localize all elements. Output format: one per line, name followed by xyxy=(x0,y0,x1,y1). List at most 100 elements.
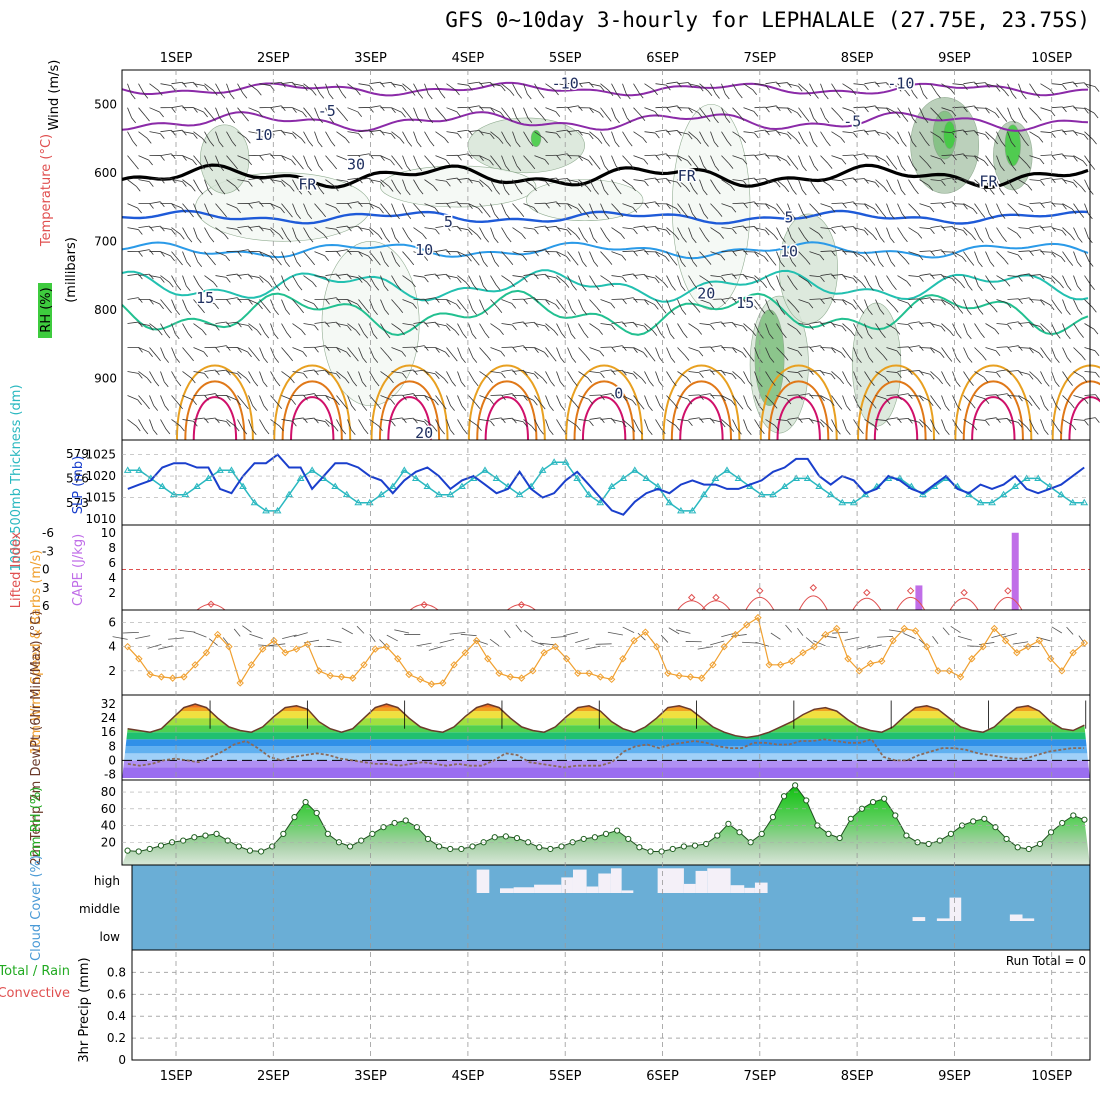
wind-barb xyxy=(1051,106,1063,109)
wind-barb-flag xyxy=(391,420,396,427)
wind-barb-flag xyxy=(681,261,686,268)
wind-barb xyxy=(259,347,265,358)
wind-barb xyxy=(743,83,753,91)
wind-barb xyxy=(787,83,799,87)
wind-barb xyxy=(1040,371,1046,382)
wind-barb-flag xyxy=(655,132,660,139)
wind-barb-flag xyxy=(435,228,440,235)
wind-barb-flag xyxy=(160,277,165,283)
wind-barb-flag xyxy=(235,185,240,192)
wind-barb xyxy=(941,201,953,205)
wind-barb-flag xyxy=(134,163,139,170)
wind-barb-flag xyxy=(288,355,294,362)
thickness-marker xyxy=(665,498,674,506)
wind-barb xyxy=(666,371,673,382)
wind-barb-flag xyxy=(796,112,802,118)
warm-contour xyxy=(962,380,1024,441)
rh-marker xyxy=(269,843,276,850)
wind-barb xyxy=(677,82,689,85)
wind-barb-flag xyxy=(629,163,635,169)
wind-barb-flag xyxy=(182,129,187,136)
wind-barb-flag xyxy=(152,429,158,436)
temp-band xyxy=(122,718,1090,726)
wind-barb-flag xyxy=(760,308,766,314)
wind-barb xyxy=(325,273,337,276)
wind-barb-flag xyxy=(289,186,295,192)
wind-barb-flag xyxy=(244,403,249,410)
wind-barb-flag xyxy=(380,130,385,136)
wind-barb-flag xyxy=(901,213,907,219)
rh-shade xyxy=(467,117,585,174)
wind-barb-flag xyxy=(1018,345,1023,351)
wind-barb xyxy=(391,371,403,374)
wind-barb xyxy=(534,179,546,182)
wind-barb-flag xyxy=(666,84,671,91)
wind-barb xyxy=(127,155,135,165)
wind-barb-flag xyxy=(857,381,862,388)
wind-barb-flag xyxy=(181,207,186,214)
rh-marker xyxy=(780,793,788,800)
wind-barb-flag xyxy=(913,93,918,99)
thickness-marker xyxy=(596,498,605,506)
wind-barb xyxy=(193,131,203,139)
wind-barb xyxy=(402,393,414,396)
wind-barb-flag xyxy=(159,111,164,118)
wind-barb xyxy=(677,155,688,161)
wind-barb-flag xyxy=(1004,90,1009,97)
wind-barb-flag xyxy=(787,420,792,426)
wind10-marker xyxy=(799,649,807,657)
wind-barb-flag xyxy=(1007,369,1012,375)
wind-barb xyxy=(402,131,409,142)
wind-barb xyxy=(996,155,1001,167)
wind-barb xyxy=(127,273,139,276)
lifted-index-line xyxy=(949,597,979,611)
wind10-marker xyxy=(213,630,222,639)
wind-barb-flag xyxy=(450,405,455,411)
wind10-marker xyxy=(472,636,481,645)
wind-barb-flag xyxy=(222,211,227,218)
wind-barb-flag xyxy=(962,230,968,236)
wind-barb xyxy=(853,129,865,133)
lifted-index-line xyxy=(798,595,828,611)
date-label-bottom: 5SEP xyxy=(549,1069,582,1084)
wind-barb xyxy=(1018,203,1030,208)
wind-barb-flag xyxy=(632,207,638,213)
wind-barb-flag xyxy=(336,347,341,353)
wind-barb xyxy=(567,323,572,334)
wind-barb-flag xyxy=(1068,380,1073,386)
thickness-marker xyxy=(158,482,167,490)
wind-barb-flag xyxy=(740,378,746,384)
wind-barb-flag xyxy=(335,399,340,406)
wind-barb xyxy=(897,131,903,142)
wind10-marker xyxy=(1001,636,1010,645)
wind-barb xyxy=(358,371,363,382)
wind-barb xyxy=(226,273,238,276)
wind10-marker xyxy=(168,674,177,682)
wind-barb xyxy=(996,227,1003,238)
wind-barb-flag xyxy=(765,178,770,184)
wind-barb-flag xyxy=(303,85,308,91)
wind-barb xyxy=(875,155,886,162)
wind-barb-flag xyxy=(200,163,205,170)
wind-barb xyxy=(688,275,695,286)
wind-barb-flag xyxy=(912,165,918,171)
wind-barb-flag xyxy=(296,213,301,220)
wind-barb-flag xyxy=(897,372,902,378)
wind-barb xyxy=(325,107,331,118)
wind10-marker xyxy=(878,657,886,665)
wind-barb-flag xyxy=(875,130,880,136)
wind-barb-flag xyxy=(875,155,880,162)
wind-barb-flag xyxy=(831,273,836,280)
wind-barb xyxy=(699,83,709,92)
wind10-marker xyxy=(146,670,154,679)
wind-barb xyxy=(523,107,529,118)
rh-tick: 40 xyxy=(101,819,116,833)
wind-barb xyxy=(567,129,579,133)
wind-barb-flag xyxy=(787,82,792,88)
wind-barb-flag xyxy=(259,133,264,139)
wind-barb-flag xyxy=(891,189,896,195)
cloud-bar-high xyxy=(500,888,514,893)
lifted-tick: 3 xyxy=(42,581,50,595)
wind-barb-flag xyxy=(654,111,660,117)
wind-barb xyxy=(402,323,414,326)
